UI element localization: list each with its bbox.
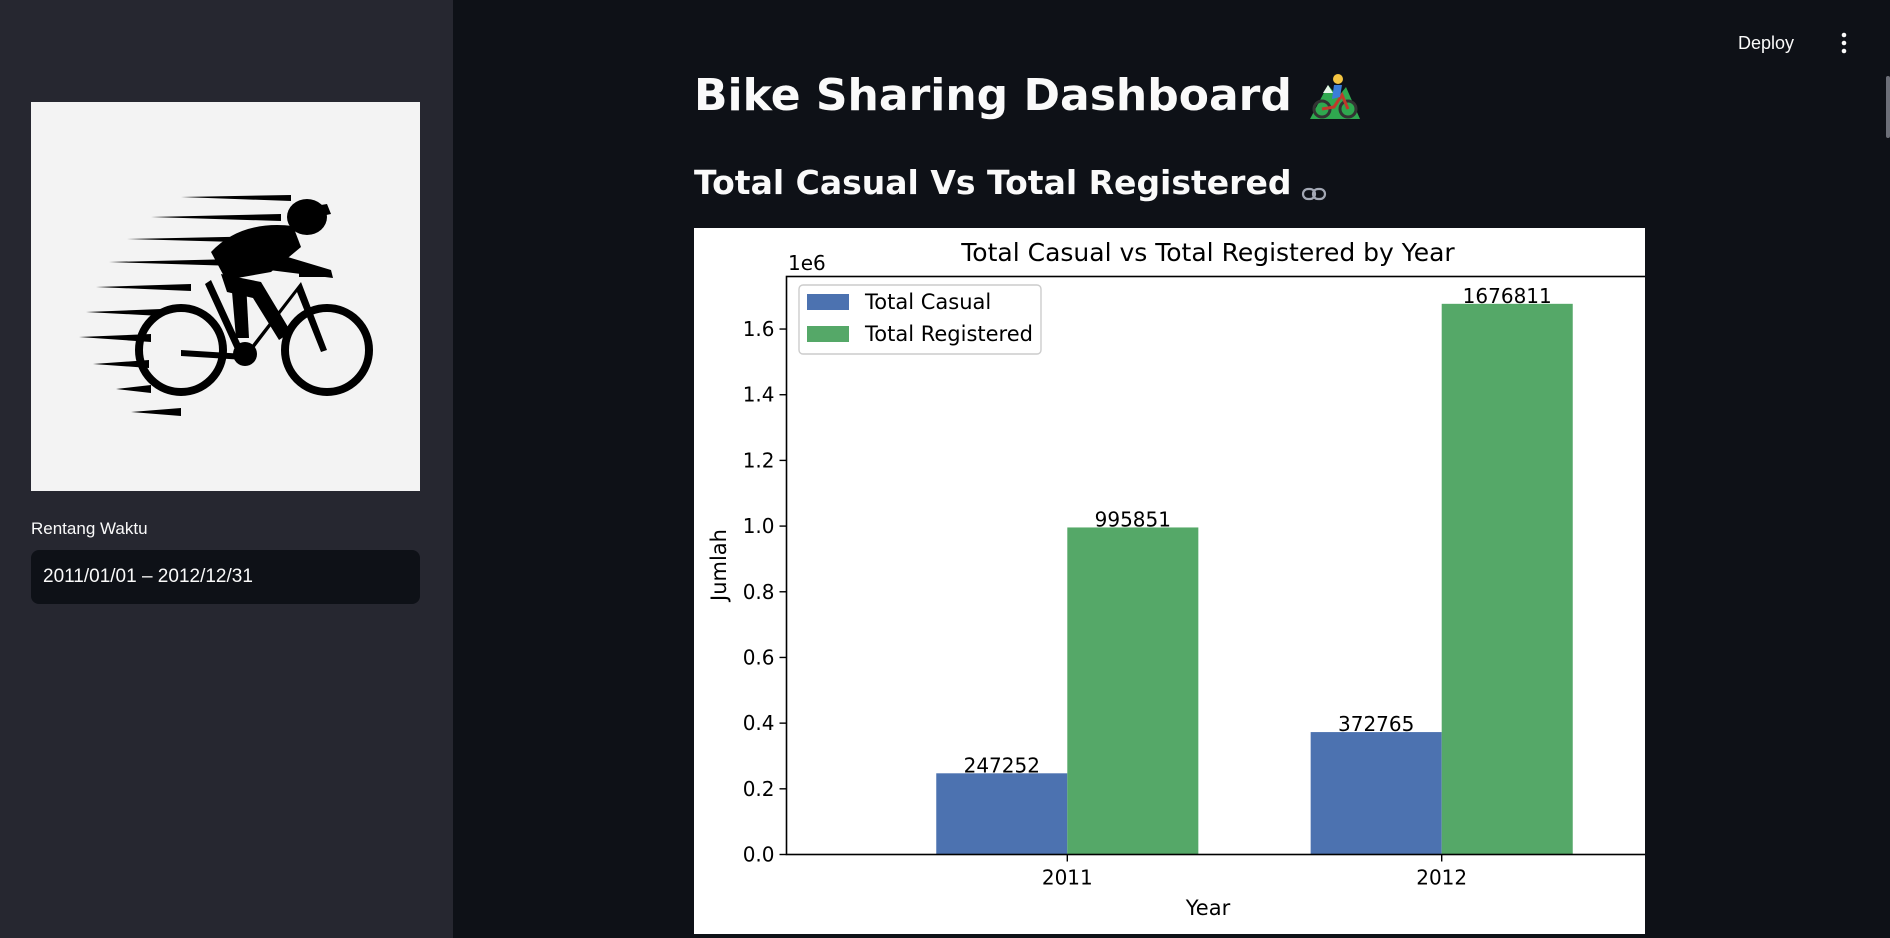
- y-tick-label: 0.6: [743, 645, 775, 669]
- page-title: Bike Sharing Dashboard: [694, 70, 1362, 121]
- cyclist-logo-image: [31, 102, 420, 491]
- bar-total-registered-2011: [1067, 527, 1199, 855]
- legend-label: Total Casual: [864, 290, 991, 314]
- link-icon: [1302, 187, 1327, 200]
- bar-chart: Total Casual vs Total Registered by Year…: [694, 228, 1645, 934]
- page-title-text: Bike Sharing Dashboard: [694, 70, 1292, 121]
- scrollbar-thumb[interactable]: [1886, 76, 1890, 138]
- y-tick-label: 0.8: [743, 580, 775, 604]
- bar-value-label: 247252: [964, 753, 1040, 777]
- chart-canvas: Total Casual vs Total Registered by Year…: [707, 238, 1645, 920]
- cyclist-icon: [79, 195, 373, 416]
- y-tick-label: 0.0: [743, 843, 775, 867]
- bar-total-casual-2012: [1310, 732, 1442, 855]
- y-tick-label: 1.2: [743, 448, 775, 472]
- plot-area-frame: [785, 275, 1645, 856]
- date-range-label: Rentang Waktu: [31, 519, 148, 538]
- y-tick-label: 1.0: [743, 514, 775, 538]
- y-axis-label: Jumlah: [707, 529, 731, 603]
- deploy-button[interactable]: Deploy: [1738, 32, 1795, 53]
- y-axis-scale-label: 1e6: [788, 251, 826, 275]
- legend-label: Total Registered: [864, 322, 1033, 346]
- mountain-biker-emoji-icon: [1308, 71, 1362, 121]
- bar-total-registered-2012: [1441, 303, 1573, 855]
- vertical-ellipsis-icon: [1841, 32, 1847, 54]
- x-tick-label: 2012: [1416, 866, 1467, 890]
- sidebar: Rentang Waktu 2011/01/01 – 2012/12/31: [0, 0, 453, 938]
- y-tick-label: 0.2: [743, 777, 775, 801]
- y-tick-label: 0.4: [743, 711, 775, 735]
- x-axis-label: Year: [1185, 896, 1231, 920]
- y-tick-label: 1.6: [743, 317, 775, 341]
- date-range-value: 2011/01/01 – 2012/12/31: [43, 566, 253, 587]
- bar-value-label: 995851: [1095, 507, 1171, 531]
- legend-box: [798, 284, 1042, 355]
- bar-value-label: 1676811: [1463, 284, 1552, 308]
- date-range-input[interactable]: 2011/01/01 – 2012/12/31: [31, 550, 420, 604]
- y-tick-label: 1.4: [743, 383, 775, 407]
- bar-total-casual-2011: [936, 773, 1068, 855]
- anchor-link-button[interactable]: [1301, 173, 1327, 200]
- legend-swatch: [807, 294, 849, 310]
- section-heading: Total Casual Vs Total Registered: [694, 163, 1327, 202]
- main-menu-button[interactable]: [1832, 30, 1856, 56]
- chart-title: Total Casual vs Total Registered by Year: [960, 238, 1455, 267]
- legend-swatch: [807, 326, 849, 342]
- x-tick-label: 2011: [1042, 866, 1093, 890]
- bar-value-label: 372765: [1338, 712, 1414, 736]
- section-heading-text: Total Casual Vs Total Registered: [694, 163, 1292, 202]
